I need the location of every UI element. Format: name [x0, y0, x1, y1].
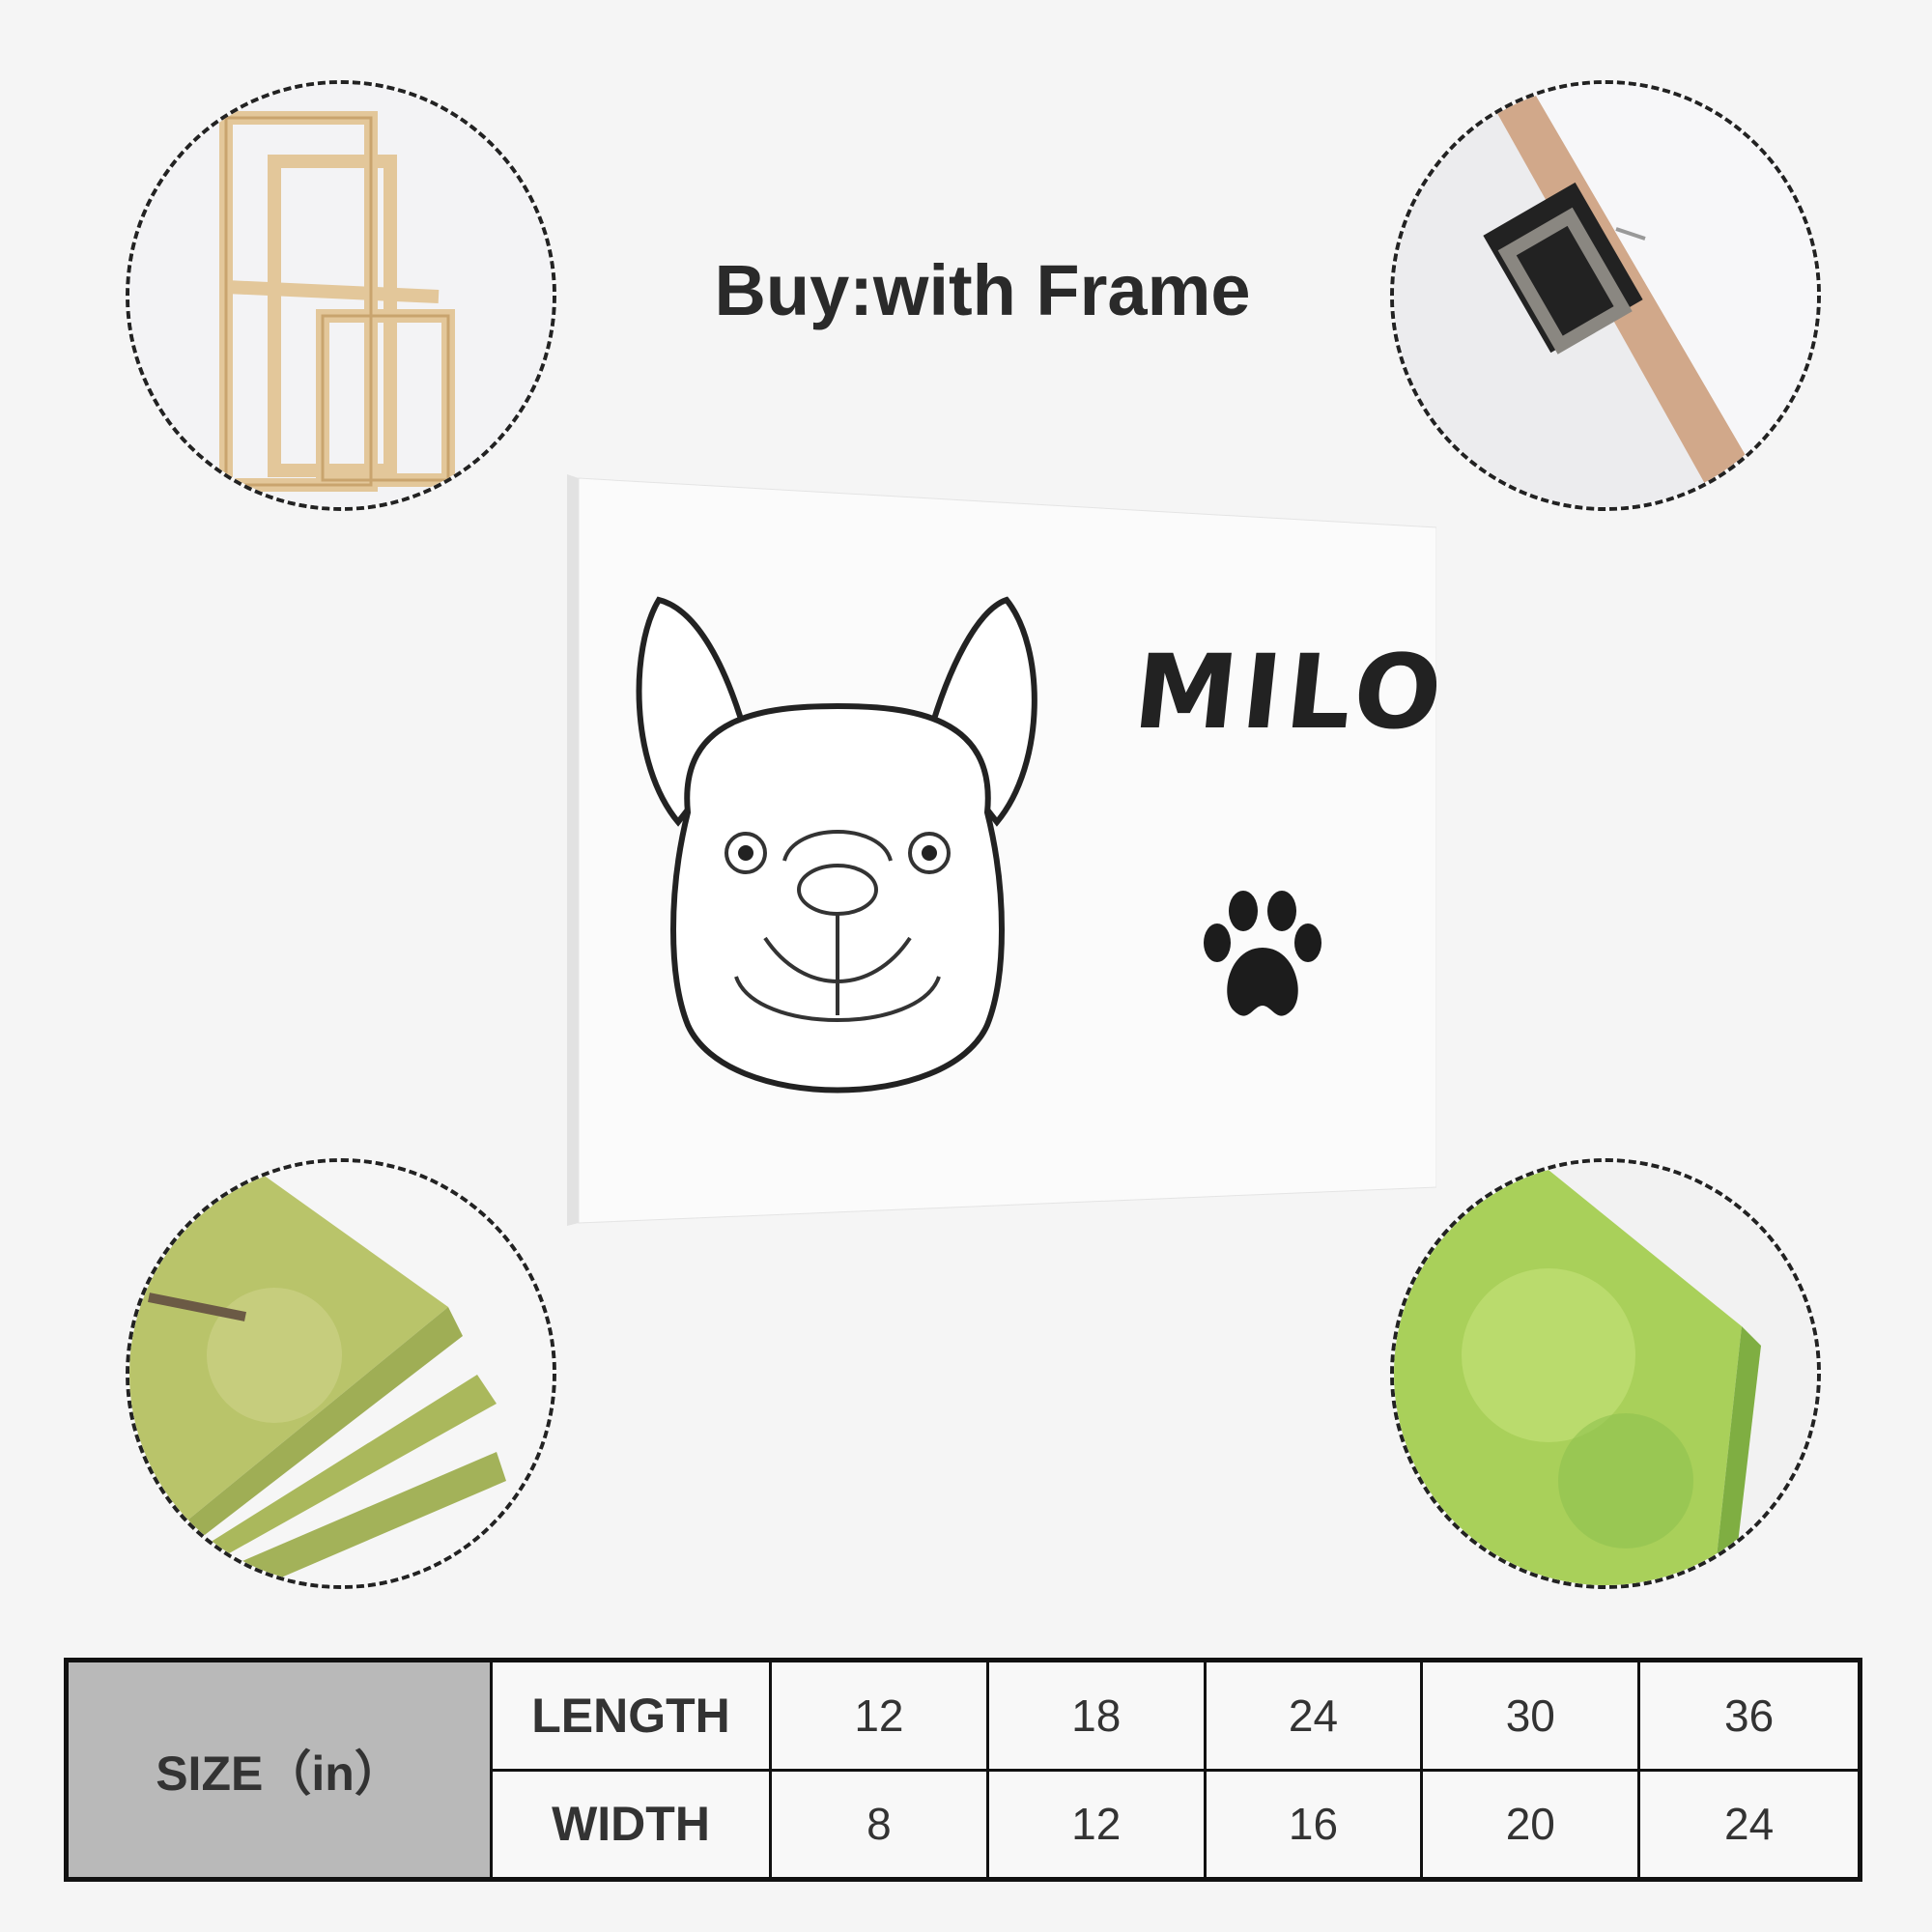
length-cell: 18 [985, 1659, 1207, 1772]
stacked-canvases-image [126, 1158, 556, 1589]
row-label-length: LENGTH [490, 1659, 772, 1772]
canvas-print [567, 474, 1437, 1226]
length-cell: 12 [769, 1659, 989, 1772]
sawtooth-hanger-image [1390, 80, 1821, 511]
width-cell: 12 [985, 1768, 1207, 1881]
table-row: SIZE（in） LENGTH 12 18 24 30 36 [65, 1659, 1861, 1881]
pet-name-text: MILO [1128, 633, 1454, 752]
width-cell: 8 [769, 1768, 989, 1881]
length-cell: 36 [1637, 1659, 1861, 1772]
table-row: WIDTH 8 12 16 20 24 [67, 1768, 1861, 1881]
page-title: Buy:with Frame [714, 250, 1251, 330]
canvas-edge-image [1390, 1158, 1821, 1589]
row-label-width: WIDTH [490, 1768, 772, 1881]
width-cell: 16 [1203, 1768, 1424, 1881]
wooden-frames-image [126, 80, 556, 511]
length-cell: 24 [1203, 1659, 1424, 1772]
width-cell: 20 [1420, 1768, 1641, 1881]
width-cell: 24 [1637, 1768, 1861, 1881]
size-table: SIZE（in） LENGTH 12 18 24 30 36 WIDTH 8 1… [64, 1658, 1862, 1882]
paw-print-icon [1204, 891, 1321, 1016]
length-cell: 30 [1420, 1659, 1641, 1772]
size-header: SIZE（in） [65, 1659, 493, 1881]
french-bulldog-sketch [636, 596, 1037, 1094]
